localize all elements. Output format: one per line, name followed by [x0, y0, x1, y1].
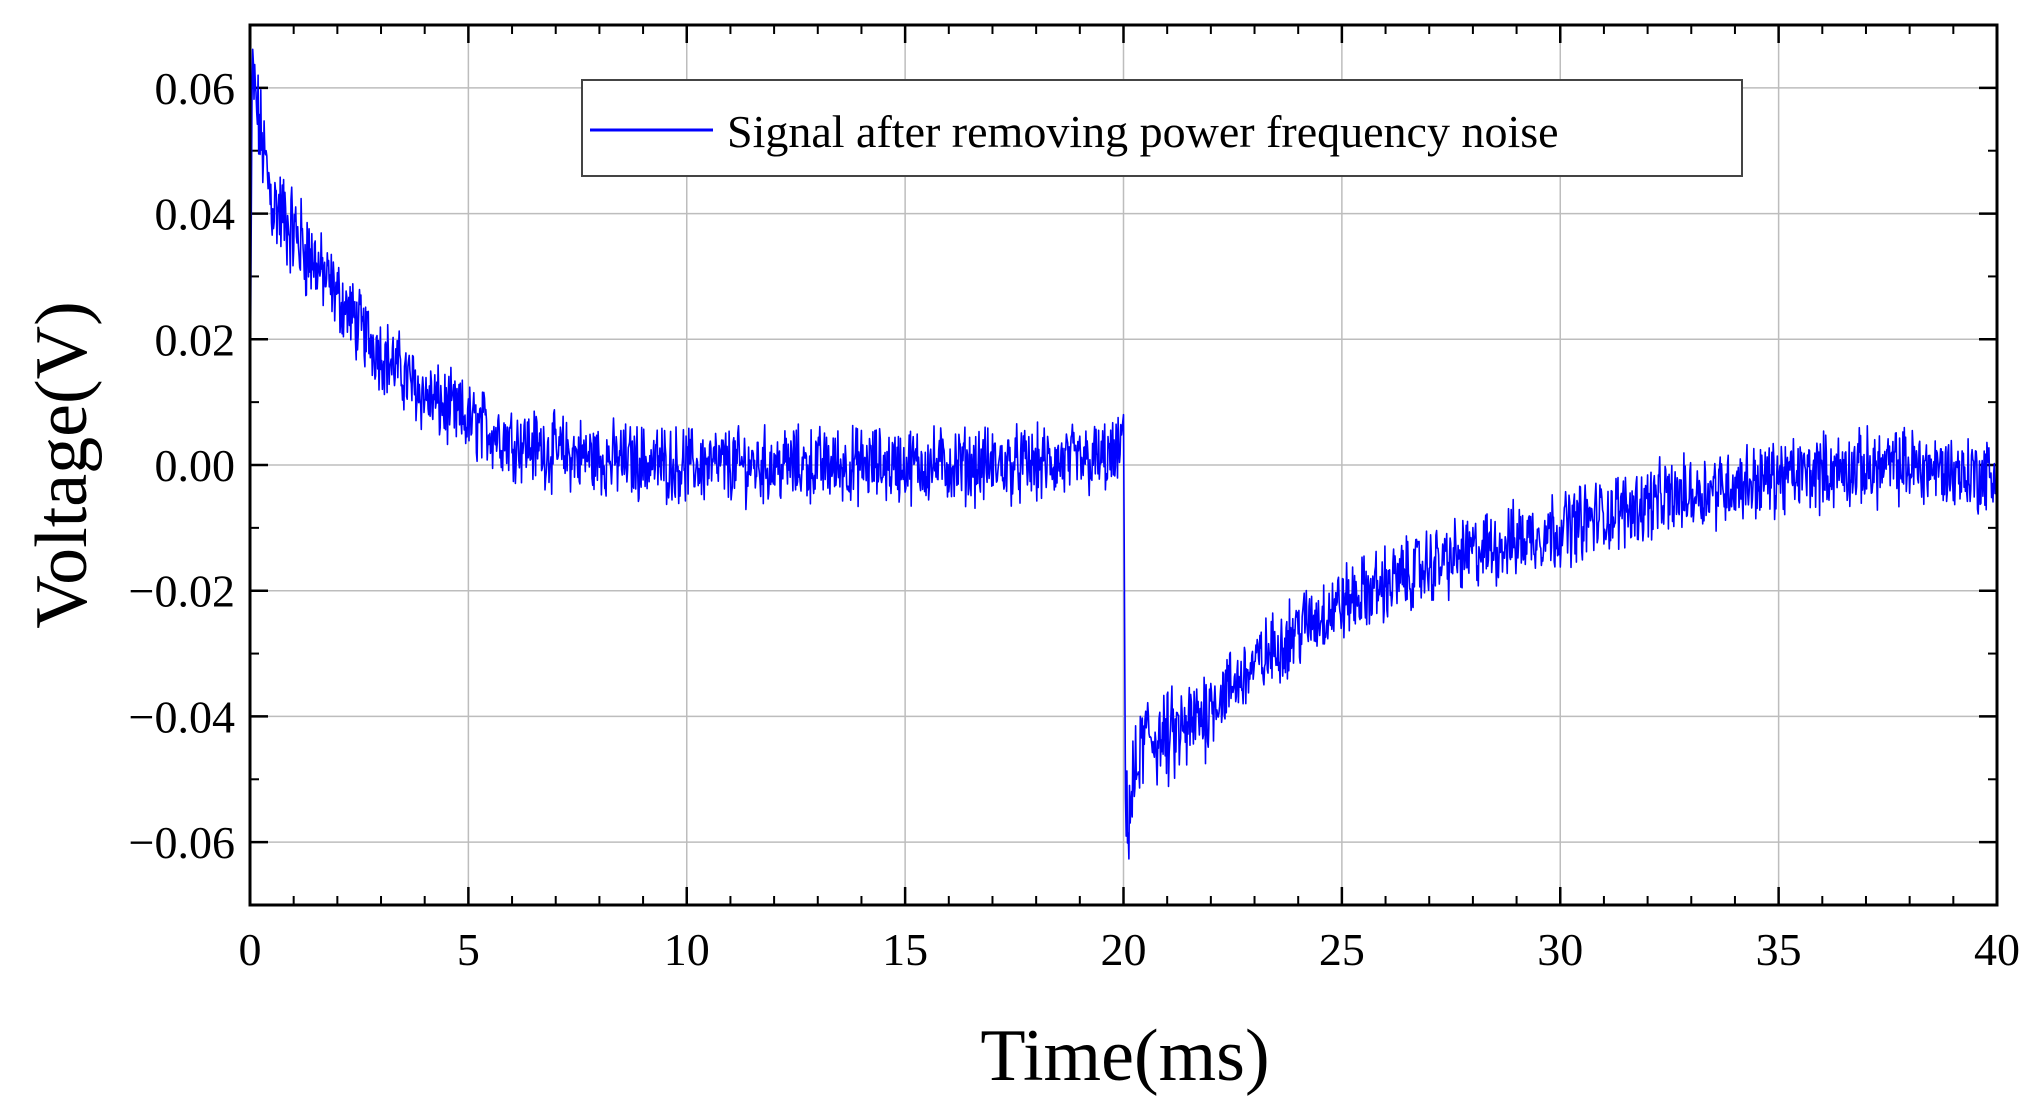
x-tick-label: 40 — [1974, 924, 2020, 975]
x-tick-label: 10 — [664, 924, 710, 975]
x-tick-labels: 0 5 10 15 20 25 30 35 40 — [239, 924, 2021, 975]
series-layer — [249, 48, 1998, 860]
y-tick-label: 0.04 — [155, 189, 236, 240]
x-tick-label: 20 — [1101, 924, 1147, 975]
x-tick-label: 30 — [1537, 924, 1583, 975]
y-axis-title: Voltage(V) — [21, 301, 103, 628]
y-tick-label: 0.00 — [155, 440, 236, 491]
y-tick-label: −0.04 — [129, 691, 235, 742]
y-tick-label: 0.06 — [155, 63, 236, 114]
legend-box — [581, 79, 1743, 177]
x-tick-label: 35 — [1756, 924, 1802, 975]
y-tick-label: 0.02 — [155, 314, 236, 365]
series-line — [249, 48, 1998, 860]
x-tick-label: 25 — [1319, 924, 1365, 975]
legend: Signal after removing power frequency no… — [581, 79, 1743, 177]
y-tick-labels: 0.06 0.04 0.02 0.00 −0.02 −0.04 −0.06 — [129, 63, 235, 868]
plot-frame — [248, 23, 1999, 907]
x-tick-label: 15 — [882, 924, 928, 975]
y-tick-label: −0.02 — [129, 566, 235, 617]
legend-series-name: Signal after removing power frequency no… — [727, 106, 1559, 157]
y-tick-label: −0.06 — [129, 817, 235, 868]
x-axis-title: Time(ms) — [980, 1015, 1269, 1097]
x-tick-label: 5 — [457, 924, 480, 975]
x-tick-label: 0 — [239, 924, 262, 975]
